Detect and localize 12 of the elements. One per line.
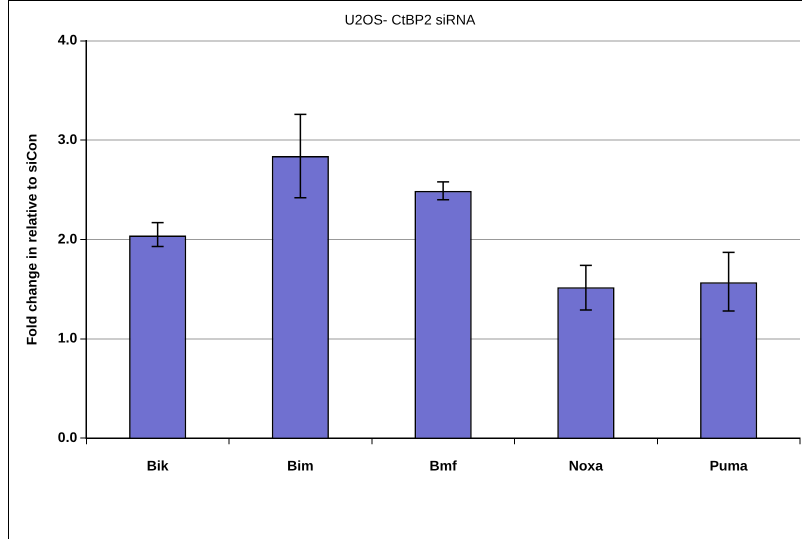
- y-tick-label: 0.0: [58, 429, 78, 446]
- x-tick-label: Noxa: [568, 457, 604, 474]
- x-tick-label: Bik: [146, 457, 169, 474]
- y-tick-label: 4.0: [58, 32, 78, 48]
- y-tick-label: 1.0: [58, 330, 78, 346]
- x-tick-label: Bmf: [430, 457, 458, 474]
- y-tick-label: 3.0: [58, 131, 78, 148]
- x-tick-label: Bim: [287, 457, 314, 474]
- chart-title: U2OS- CtBP2 siRNA: [344, 11, 476, 28]
- y-axis-title: Fold change in relative to siCon: [23, 134, 40, 346]
- y-tick-label: 2.0: [58, 230, 78, 246]
- x-tick-label: Puma: [710, 457, 748, 474]
